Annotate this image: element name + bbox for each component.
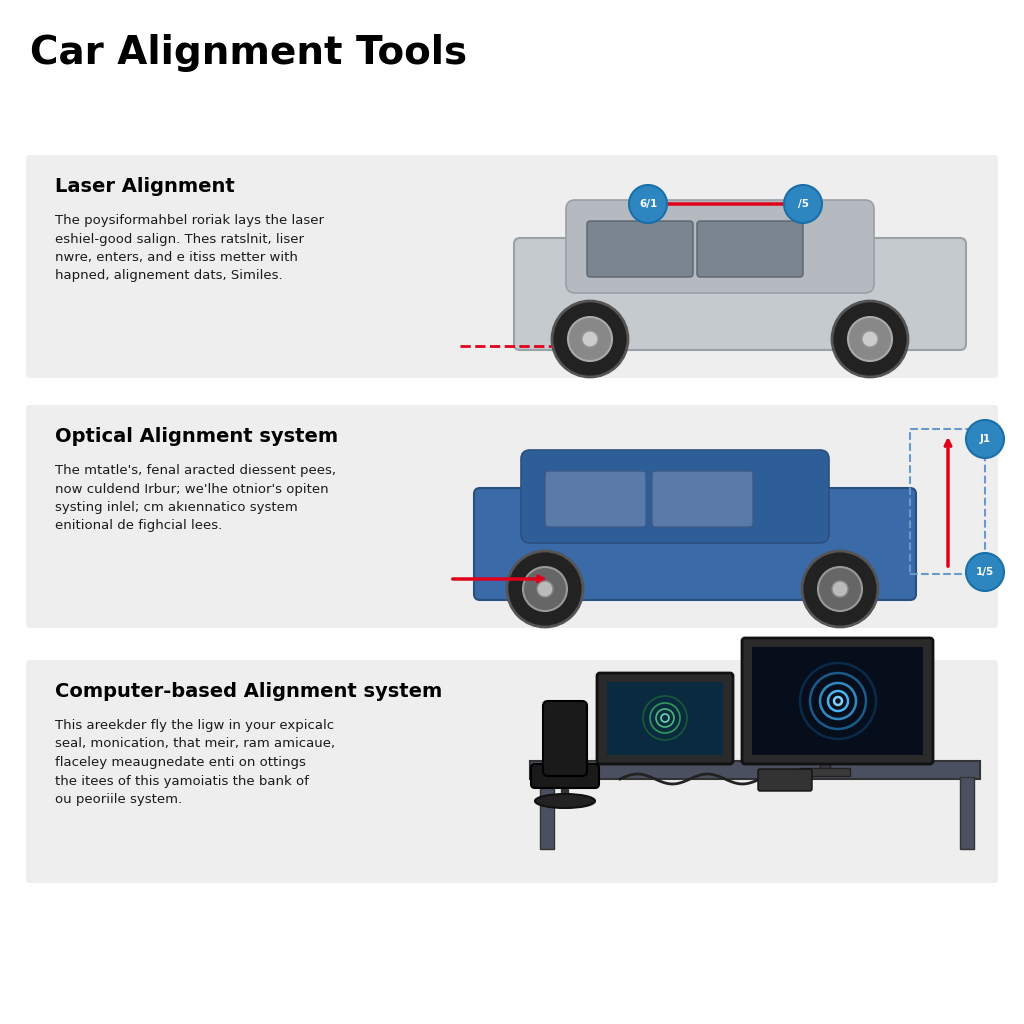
Bar <box>607 682 723 755</box>
Circle shape <box>537 581 553 597</box>
Circle shape <box>966 420 1004 458</box>
Bar <box>800 768 850 776</box>
Circle shape <box>582 331 598 347</box>
FancyBboxPatch shape <box>26 155 998 378</box>
FancyBboxPatch shape <box>597 673 733 764</box>
Circle shape <box>818 567 862 611</box>
FancyBboxPatch shape <box>531 764 599 788</box>
Text: /5: /5 <box>798 199 809 209</box>
Circle shape <box>568 317 612 361</box>
Text: 1/5: 1/5 <box>976 567 994 577</box>
FancyBboxPatch shape <box>545 471 646 527</box>
Circle shape <box>862 331 878 347</box>
Bar <box>910 429 985 574</box>
FancyBboxPatch shape <box>587 221 693 278</box>
Text: J1: J1 <box>979 434 990 444</box>
Circle shape <box>802 551 878 627</box>
Bar <box>820 754 830 774</box>
Circle shape <box>507 551 583 627</box>
FancyBboxPatch shape <box>543 701 587 776</box>
FancyBboxPatch shape <box>697 221 803 278</box>
FancyBboxPatch shape <box>758 769 812 791</box>
FancyBboxPatch shape <box>566 200 874 293</box>
Text: The poysiformahbel roriak lays the laser
eshiel-good salign. Thes ratslnit, lise: The poysiformahbel roriak lays the laser… <box>55 214 324 283</box>
Text: This areekder fly the ligw in your expicalc
seal, monication, that meir, ram ami: This areekder fly the ligw in your expic… <box>55 719 335 806</box>
Bar <box>752 647 923 755</box>
Ellipse shape <box>535 794 595 808</box>
Circle shape <box>848 317 892 361</box>
FancyBboxPatch shape <box>474 488 916 600</box>
Circle shape <box>966 553 1004 591</box>
Text: Computer-based Alignment system: Computer-based Alignment system <box>55 682 442 701</box>
Circle shape <box>552 301 628 377</box>
Text: Laser Alignment: Laser Alignment <box>55 177 234 196</box>
Text: 6/1: 6/1 <box>639 199 657 209</box>
FancyBboxPatch shape <box>521 450 829 543</box>
Circle shape <box>523 567 567 611</box>
Circle shape <box>629 185 667 223</box>
Text: Optical Alignment system: Optical Alignment system <box>55 427 338 446</box>
FancyBboxPatch shape <box>652 471 753 527</box>
Circle shape <box>831 581 848 597</box>
Text: The mtatle's, fenal aracted diessent pees,
now culdend Irbur; we'lhe otnior's op: The mtatle's, fenal aracted diessent pee… <box>55 464 336 532</box>
Bar <box>530 761 980 779</box>
FancyBboxPatch shape <box>26 406 998 628</box>
FancyBboxPatch shape <box>514 238 966 350</box>
FancyBboxPatch shape <box>742 638 933 764</box>
Bar <box>961 777 974 849</box>
Circle shape <box>831 301 908 377</box>
Circle shape <box>784 185 822 223</box>
FancyBboxPatch shape <box>26 660 998 883</box>
Bar <box>540 777 554 849</box>
Text: Car Alignment Tools: Car Alignment Tools <box>30 34 467 72</box>
